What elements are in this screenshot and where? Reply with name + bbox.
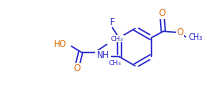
Text: CH₃: CH₃	[188, 33, 202, 42]
Text: NH: NH	[96, 51, 109, 60]
Text: O: O	[74, 64, 81, 73]
Text: HO: HO	[53, 40, 66, 49]
Text: CH₃: CH₃	[110, 36, 123, 42]
Text: CH₃: CH₃	[109, 60, 121, 66]
Text: O: O	[159, 9, 166, 18]
Text: O: O	[176, 28, 183, 37]
Text: F: F	[109, 18, 114, 27]
